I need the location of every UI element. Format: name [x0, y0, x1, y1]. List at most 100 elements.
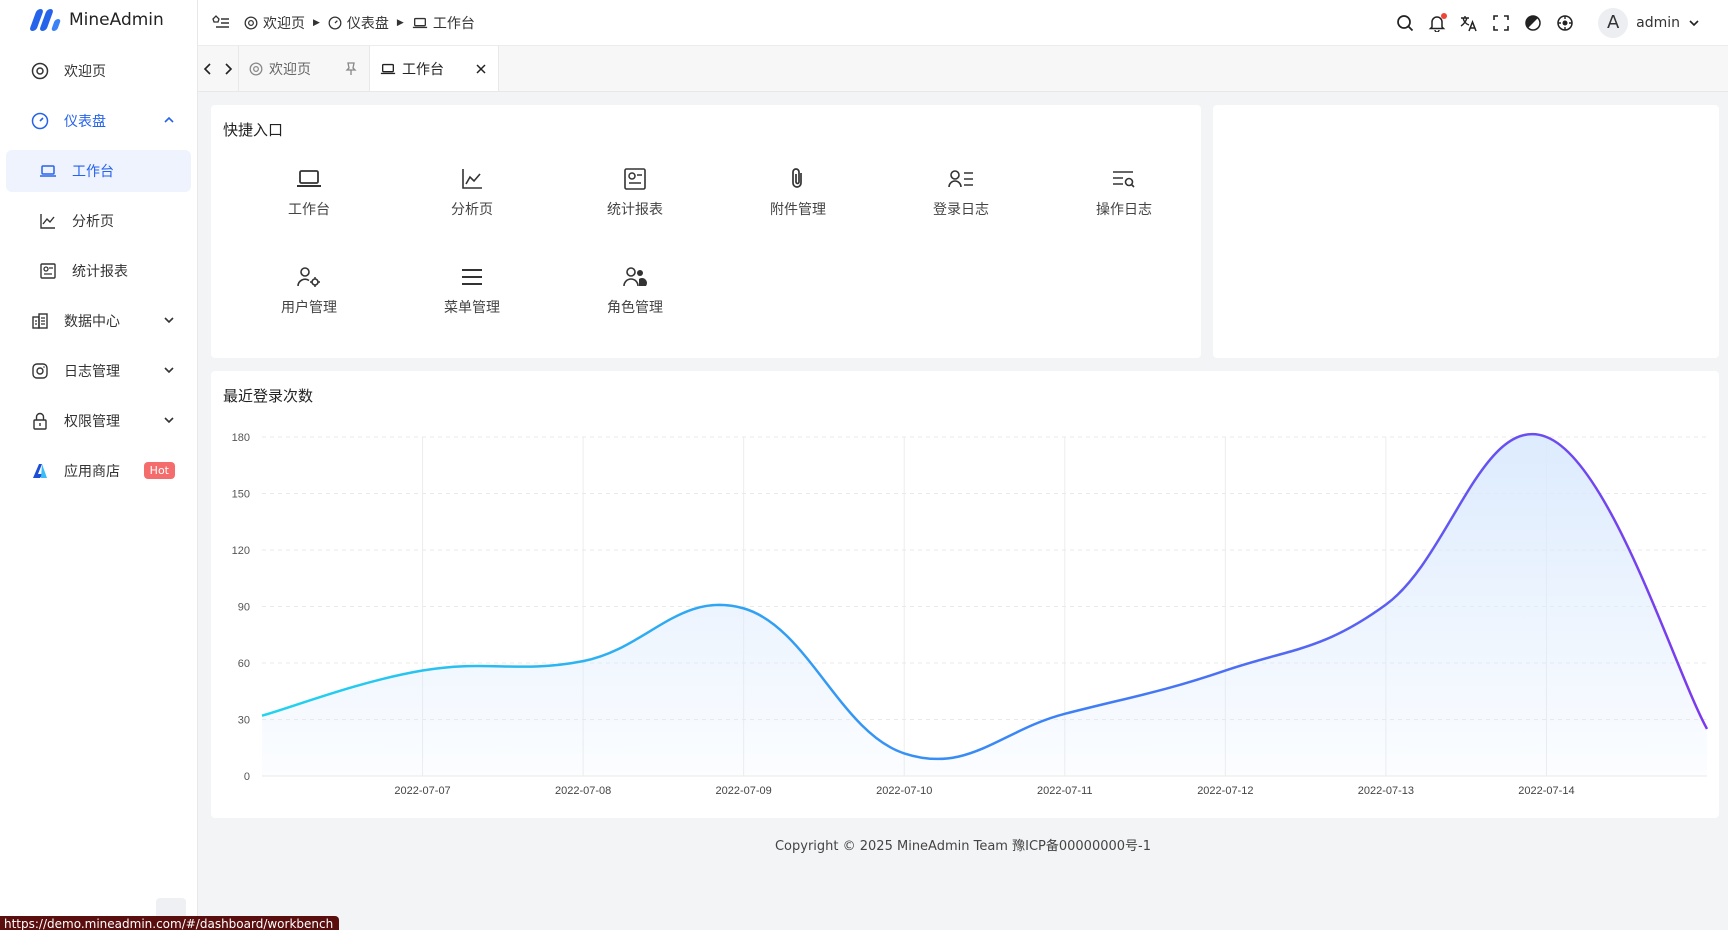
- quick-item-label: 角色管理: [607, 300, 663, 316]
- sidebar-item-workbench[interactable]: 工作台: [6, 150, 191, 192]
- sidebar-item-label: 应用商店: [64, 464, 120, 480]
- breadcrumb-item-welcome[interactable]: 欢迎页: [244, 13, 305, 33]
- close-icon[interactable]: [476, 63, 486, 74]
- chevron-down-icon: [163, 314, 175, 326]
- welcome-icon: [30, 61, 50, 81]
- theme-toggle-icon[interactable]: [1524, 14, 1542, 32]
- avatar: A: [1598, 7, 1629, 38]
- logo[interactable]: MineAdmin: [0, 0, 197, 40]
- x-tick-label: 2022-07-09: [716, 785, 772, 797]
- header-toolbar: A admin: [1396, 7, 1728, 38]
- menu-fold-icon[interactable]: [212, 14, 230, 32]
- settings-icon[interactable]: [1556, 14, 1574, 32]
- quick-item-label: 操作日志: [1096, 202, 1152, 218]
- welcome-icon: [244, 16, 258, 29]
- sidebar-item-report[interactable]: 统计报表: [6, 250, 191, 292]
- breadcrumb-separator-icon: ▶: [313, 17, 320, 28]
- user-menu[interactable]: A admin: [1598, 7, 1700, 38]
- sidebar-item-label: 欢迎页: [64, 64, 106, 80]
- laptop-icon: [412, 17, 427, 28]
- quick-item-workbench[interactable]: 工作台: [249, 165, 369, 219]
- tab-welcome[interactable]: 欢迎页: [238, 46, 369, 91]
- x-tick-label: 2022-07-08: [555, 785, 611, 797]
- y-tick-label: 120: [232, 545, 250, 557]
- tab-label: 工作台: [402, 61, 444, 78]
- laptop-icon: [249, 165, 369, 193]
- paperclip-icon: [738, 165, 858, 193]
- data-center-icon: [30, 311, 50, 331]
- laptop-icon: [380, 63, 396, 74]
- chevron-down-icon: [163, 364, 175, 376]
- y-tick-label: 0: [244, 771, 250, 783]
- sidebar-item-label: 数据中心: [64, 314, 120, 330]
- translate-icon[interactable]: [1460, 14, 1478, 32]
- app-store-icon: [30, 461, 50, 481]
- chart-title: 最近登录次数: [223, 387, 314, 405]
- bell-icon[interactable]: [1428, 12, 1448, 32]
- tab-scroll-right-icon[interactable]: [218, 46, 238, 91]
- users-icon: [575, 263, 695, 291]
- user-settings-icon: [249, 263, 369, 291]
- line-chart-icon: [412, 165, 532, 193]
- x-tick-label: 2022-07-12: [1197, 785, 1253, 797]
- pin-icon[interactable]: [345, 61, 357, 76]
- sidebar-item-analysis[interactable]: 分析页: [6, 200, 191, 242]
- quick-item-roles[interactable]: 角色管理: [575, 263, 695, 317]
- sidebar-menu: 欢迎页 仪表盘 工作台 分析页 统计报表: [0, 50, 197, 492]
- x-tick-label: 2022-07-11: [1037, 785, 1092, 797]
- y-tick-label: 150: [232, 489, 250, 501]
- tabs-bar: 欢迎页 工作台: [198, 46, 1728, 92]
- y-tick-label: 180: [232, 432, 250, 444]
- quick-item-label: 分析页: [451, 202, 493, 218]
- y-tick-label: 90: [238, 602, 250, 614]
- sidebar-item-label: 分析页: [72, 214, 114, 230]
- y-tick-label: 60: [238, 658, 250, 670]
- report-icon: [38, 261, 58, 281]
- quick-item-login-log[interactable]: 登录日志: [901, 165, 1021, 219]
- chevron-down-icon: [163, 414, 175, 426]
- notification-dot: [1441, 12, 1448, 19]
- breadcrumb: 欢迎页 ▶ 仪表盘 ▶ 工作台: [198, 13, 475, 33]
- footer: Copyright © 2025 MineAdmin Team 豫ICP备000…: [774, 839, 1151, 854]
- quick-item-label: 菜单管理: [444, 300, 500, 316]
- sidebar-item-permissions[interactable]: 权限管理: [6, 400, 191, 442]
- breadcrumb-item-dashboard[interactable]: 仪表盘: [328, 13, 389, 33]
- breadcrumb-label: 工作台: [432, 15, 475, 32]
- quick-access-card: 快捷入口 工作台 分析页 统计报表 附件管理 登录日志 操作日志 用户管理 菜单…: [211, 105, 1201, 358]
- quick-item-report[interactable]: 统计报表: [575, 165, 695, 219]
- user-name: admin: [1636, 14, 1680, 31]
- quick-item-menus[interactable]: 菜单管理: [412, 263, 532, 317]
- quick-item-users[interactable]: 用户管理: [249, 263, 369, 317]
- search-icon[interactable]: [1396, 14, 1414, 32]
- quick-item-attachments[interactable]: 附件管理: [738, 165, 858, 219]
- series-area: [262, 434, 1707, 776]
- x-tick-label: 2022-07-07: [394, 785, 450, 797]
- welcome-icon: [249, 62, 263, 75]
- login-chart-card: 最近登录次数 0 30 60 90 120 150 180 2022-07-07 2022-07…: [211, 371, 1719, 818]
- gauge-icon: [30, 111, 50, 131]
- chevron-down-icon: [1688, 17, 1700, 29]
- sidebar-item-label: 权限管理: [64, 414, 120, 430]
- fullscreen-icon[interactable]: [1492, 14, 1510, 32]
- sidebar-item-welcome[interactable]: 欢迎页: [6, 50, 191, 92]
- quick-item-label: 工作台: [288, 202, 330, 218]
- breadcrumb-item-workbench[interactable]: 工作台: [412, 13, 475, 33]
- breadcrumb-label: 欢迎页: [263, 15, 305, 32]
- side-card: [1213, 105, 1719, 358]
- tab-scroll-left-icon[interactable]: [198, 46, 218, 91]
- sidebar-item-label: 仪表盘: [64, 114, 106, 130]
- sidebar-item-dashboard[interactable]: 仪表盘: [6, 100, 191, 142]
- sidebar-item-logs[interactable]: 日志管理: [6, 350, 191, 392]
- tab-workbench[interactable]: 工作台: [369, 46, 499, 91]
- sidebar-item-data-center[interactable]: 数据中心: [6, 300, 191, 342]
- laptop-icon: [38, 161, 58, 181]
- login-chart: 0 30 60 90 120 150 180 2022-07-07 2022-07-08 2022…: [232, 432, 1709, 797]
- x-tick-label: 2022-07-13: [1358, 785, 1414, 797]
- sidebar: MineAdmin 欢迎页 仪表盘 工作台: [0, 0, 198, 930]
- quick-item-analysis[interactable]: 分析页: [412, 165, 532, 219]
- quick-item-operation-log[interactable]: 操作日志: [1064, 165, 1184, 219]
- sidebar-item-app-store[interactable]: 应用商店 Hot: [6, 450, 191, 492]
- quick-item-label: 登录日志: [933, 202, 989, 218]
- x-tick-label: 2022-07-14: [1518, 785, 1574, 797]
- hot-badge: Hot: [143, 462, 175, 479]
